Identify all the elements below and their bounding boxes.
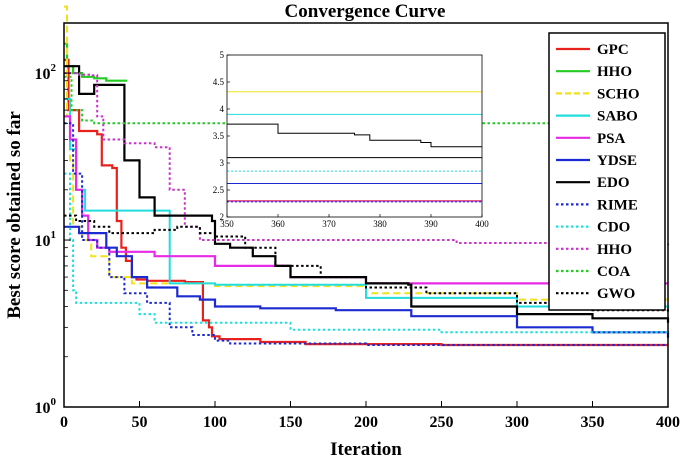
main-series-group bbox=[64, 5, 670, 347]
series-line-edo-6 bbox=[64, 65, 670, 323]
legend-label: YDSE bbox=[597, 153, 637, 169]
y-tick-label: 102 bbox=[35, 62, 57, 83]
inset-y-tick-label: 3.5 bbox=[213, 131, 225, 141]
inset-series-group bbox=[227, 91, 482, 203]
inset-background bbox=[227, 55, 482, 217]
inset-zoom: 350 360 370 380 390 400 2 2.5 3 3.5 4 4.5 5 bbox=[213, 50, 490, 229]
inset-x-tick-label: 370 bbox=[322, 219, 336, 229]
legend-box bbox=[548, 32, 666, 311]
series-line-ydse-5 bbox=[64, 225, 670, 338]
legend-label: HHO bbox=[597, 64, 632, 80]
legend-label: EDO bbox=[597, 175, 630, 191]
y-tick-label: 100 bbox=[35, 396, 57, 417]
legend-label: PSA bbox=[597, 131, 626, 147]
y-axis-label: Best score obtained so far bbox=[4, 111, 25, 319]
series-line-cdo-8 bbox=[64, 172, 669, 335]
x-tick-label: 200 bbox=[354, 414, 378, 431]
inset-y-tick-label: 4.5 bbox=[213, 77, 225, 87]
y-axis-ticks: 100 101 102 bbox=[35, 62, 71, 417]
legend-label: HHO bbox=[597, 242, 632, 258]
legend-label: CDO bbox=[597, 220, 630, 236]
x-tick-label: 100 bbox=[203, 414, 227, 431]
x-tick-label: 0 bbox=[60, 414, 68, 431]
inset-x-tick-label: 360 bbox=[271, 219, 285, 229]
legend-label: GWO bbox=[597, 286, 635, 302]
inset-x-tick-label: 390 bbox=[424, 219, 438, 229]
inset-y-tick-label: 3 bbox=[220, 158, 225, 168]
x-axis-ticks: 0 50 100 150 200 250 300 350 400 bbox=[60, 401, 680, 431]
series-line-gpc-0 bbox=[64, 58, 668, 347]
legend-label: COA bbox=[597, 264, 631, 280]
inset-series-line-2 bbox=[227, 123, 482, 148]
legend-label: SABO bbox=[597, 109, 638, 125]
x-tick-label: 300 bbox=[505, 414, 529, 431]
x-tick-label: 50 bbox=[132, 414, 148, 431]
series-line-hho-9 bbox=[64, 72, 669, 246]
inset-x-tick-label: 380 bbox=[373, 219, 387, 229]
legend-label: RIME bbox=[597, 197, 638, 213]
chart-title: Convergence Curve bbox=[285, 1, 446, 22]
inset-y-ticks: 2 2.5 3 3.5 4 4.5 5 bbox=[213, 50, 230, 222]
x-axis-label: Iteration bbox=[330, 439, 402, 460]
x-tick-label: 250 bbox=[430, 414, 454, 431]
x-tick-label: 400 bbox=[656, 414, 680, 431]
y-tick-label: 101 bbox=[35, 229, 57, 250]
inset-x-tick-label: 400 bbox=[475, 219, 489, 229]
inset-x-ticks: 350 360 370 380 390 400 bbox=[220, 214, 489, 229]
x-tick-label: 350 bbox=[581, 414, 605, 431]
inset-y-tick-label: 4 bbox=[220, 104, 225, 114]
inset-y-tick-label: 5 bbox=[220, 50, 225, 60]
inset-y-tick-label: 2 bbox=[220, 212, 225, 222]
legend-label: GPC bbox=[597, 42, 629, 58]
x-tick-label: 150 bbox=[279, 414, 303, 431]
legend: GPC HHO SCHO SABO PSA YDSE EDO RIME CDO HHO COA GWO bbox=[548, 32, 666, 311]
legend-label: SCHO bbox=[597, 86, 640, 102]
inset-x-tick-label: 350 bbox=[220, 219, 234, 229]
inset-y-tick-label: 2.5 bbox=[213, 185, 225, 195]
